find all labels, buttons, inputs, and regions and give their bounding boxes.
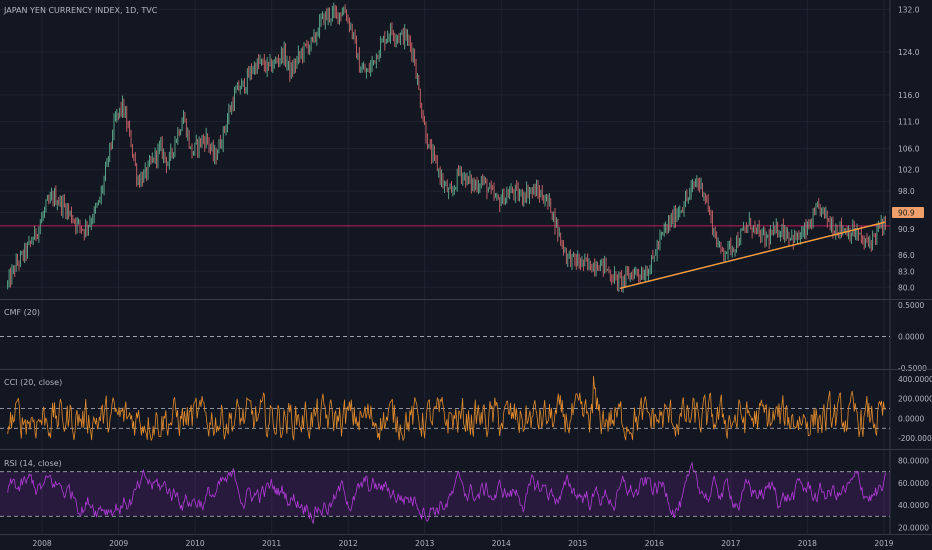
time-tick-label: 2016 xyxy=(645,539,664,548)
price-grid xyxy=(0,0,890,535)
cci-tick-label: 200.0000 xyxy=(898,395,932,404)
cci-line xyxy=(7,375,886,442)
price-tick-label: 106.0 xyxy=(898,144,920,153)
price-tick-label: 111.0 xyxy=(898,118,920,127)
time-tick-label: 2018 xyxy=(798,539,817,548)
time-tick-label: 2015 xyxy=(568,539,587,548)
last-value-badge xyxy=(892,207,924,218)
time-tick-label: 2011 xyxy=(262,539,281,548)
price-tick-label: 90.9 xyxy=(898,225,915,234)
cci-tick-label: 400.0000 xyxy=(898,375,932,384)
rsi-line xyxy=(7,461,886,524)
candles xyxy=(7,2,886,293)
price-tick-label: 80.0 xyxy=(898,283,915,292)
price-tick-label: 86.0 xyxy=(898,251,915,260)
cmf-pane[interactable]: 0.5000 0.0000 -0.5000 xyxy=(0,301,932,373)
cci-pane[interactable]: 400.0000 200.0000 0.0000 -200.0000 xyxy=(0,375,932,450)
rsi-title: RSI (14, close) xyxy=(4,459,62,468)
cmf-tick-label: -0.5000 xyxy=(898,364,927,373)
time-axis[interactable]: 2008 2009 2010 2011 2012 2013 2014 2015 2016 2017… xyxy=(33,539,894,548)
cmf-tick-label: 0.5000 xyxy=(898,301,924,310)
time-tick-label: 2010 xyxy=(186,539,205,548)
rsi-axis: 80.0000 60.0000 40.0000 20.0000 xyxy=(898,457,929,533)
time-tick-label: 2017 xyxy=(721,539,740,548)
cmf-title: CMF (20) xyxy=(4,308,40,317)
price-tick-label: 98.0 xyxy=(898,187,915,196)
price-tick-label: 83.0 xyxy=(898,267,915,276)
price-chart-title: JAPAN YEN CURRENCY INDEX, 1D, TVC xyxy=(3,6,158,15)
cci-tick-label: 0.0000 xyxy=(898,414,924,423)
time-tick-label: 2008 xyxy=(33,539,52,548)
rsi-tick-label: 20.0000 xyxy=(898,523,929,532)
cmf-axis: 0.5000 0.0000 -0.5000 xyxy=(898,301,927,373)
rsi-tick-label: 60.0000 xyxy=(898,479,929,488)
price-tick-label: 132.0 xyxy=(898,5,920,14)
time-tick-label: 2014 xyxy=(492,539,511,548)
price-pane[interactable]: 132.0124.0116.0111.0106.0102.098.094.090… xyxy=(0,0,932,535)
time-tick-label: 2012 xyxy=(339,539,358,548)
time-tick-label: 2019 xyxy=(874,539,893,548)
price-tick-label: 102.0 xyxy=(898,166,920,175)
rsi-tick-label: 80.0000 xyxy=(898,457,929,466)
time-tick-label: 2013 xyxy=(415,539,434,548)
cci-title: CCI (20, close) xyxy=(4,378,62,387)
price-tick-label: 116.0 xyxy=(898,91,920,100)
price-axis: 132.0124.0116.0111.0106.0102.098.094.090… xyxy=(898,5,920,292)
rsi-pane[interactable]: 80.0000 60.0000 40.0000 20.0000 xyxy=(0,457,932,535)
last-value-label: 90.9 xyxy=(898,209,915,218)
rsi-tick-label: 40.0000 xyxy=(898,501,929,510)
time-tick-label: 2009 xyxy=(109,539,128,548)
cci-tick-label: -200.0000 xyxy=(898,434,932,443)
cci-axis: 400.0000 200.0000 0.0000 -200.0000 xyxy=(898,375,932,443)
cmf-tick-label: 0.0000 xyxy=(898,333,924,342)
trendline xyxy=(619,221,886,290)
price-tick-label: 124.0 xyxy=(898,48,920,57)
